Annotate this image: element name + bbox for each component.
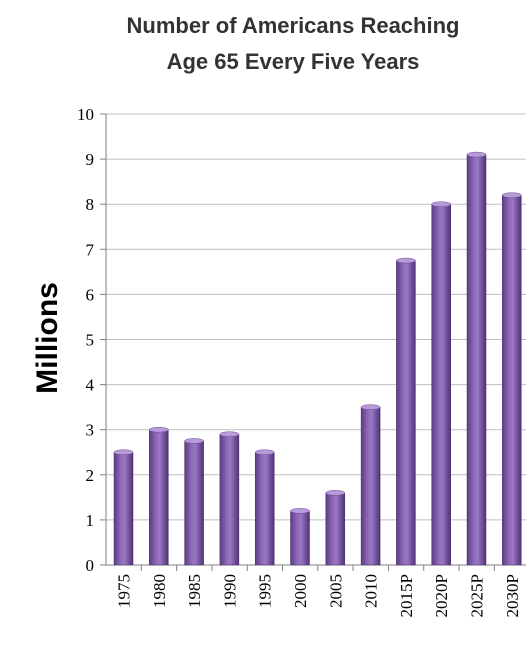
chart-title-line-1: Number of Americans Reaching <box>126 13 460 38</box>
y-tick-label: 0 <box>86 556 95 575</box>
bars <box>113 151 522 566</box>
x-tick-label: 2015P <box>397 574 416 617</box>
chart-title: Number of Americans Reaching Age 65 Ever… <box>60 8 526 80</box>
x-tick-label: 2030P <box>503 574 522 617</box>
bar <box>184 440 204 566</box>
bar-cap <box>149 426 169 433</box>
y-tick-labels: 0 1 2 3 4 5 6 7 8 9 10 <box>77 105 95 575</box>
bar <box>149 429 169 566</box>
x-tick-label: 2020P <box>432 574 451 617</box>
x-tick-label: 1985 <box>185 574 204 608</box>
y-tick-label: 10 <box>77 105 94 124</box>
bar-cap <box>290 508 310 514</box>
x-tick-labels: 1975 1980 1985 1990 1995 2000 2005 2010 2015P 202… <box>115 574 522 617</box>
bar <box>254 452 275 566</box>
y-tick-label: 9 <box>86 150 95 169</box>
bar-cap <box>431 201 451 207</box>
bar-cap <box>360 404 381 410</box>
axes <box>100 113 526 571</box>
bar-cap <box>113 449 134 455</box>
x-tick-label: 1995 <box>256 574 275 608</box>
bar <box>325 492 346 566</box>
x-tick-label: 2010 <box>362 574 381 608</box>
x-tick-label: 2005 <box>326 574 345 608</box>
bar-cap <box>184 438 204 444</box>
y-tick-label: 7 <box>86 240 95 259</box>
bar <box>502 194 522 566</box>
bar-cap <box>219 431 240 437</box>
bar-cap <box>396 257 416 264</box>
x-tick-label: 1990 <box>220 574 239 608</box>
x-tick-label: 2000 <box>291 574 310 608</box>
x-tick-label: 1980 <box>150 574 169 608</box>
y-tick-label: 5 <box>86 331 95 350</box>
bar <box>466 154 487 566</box>
bar <box>396 260 416 566</box>
x-tick-label: 2025P <box>468 574 487 617</box>
y-tick-label: 8 <box>86 195 95 214</box>
x-tick-label: 1975 <box>115 574 134 608</box>
bar-cap <box>254 449 275 455</box>
bar <box>113 452 134 566</box>
y-tick-label: 4 <box>86 376 95 395</box>
bar <box>219 433 240 566</box>
gridlines <box>106 113 526 521</box>
bar <box>360 406 381 566</box>
bar <box>431 203 451 566</box>
bar <box>290 510 310 566</box>
y-tick-label: 3 <box>86 421 95 440</box>
y-tick-label: 6 <box>86 285 95 304</box>
y-tick-label: 1 <box>86 511 95 530</box>
bar-cap <box>502 192 522 198</box>
chart-title-line-2: Age 65 Every Five Years <box>166 49 420 74</box>
bar-cap <box>325 490 346 496</box>
y-tick-label: 2 <box>86 466 95 485</box>
bar-cap <box>466 151 487 158</box>
